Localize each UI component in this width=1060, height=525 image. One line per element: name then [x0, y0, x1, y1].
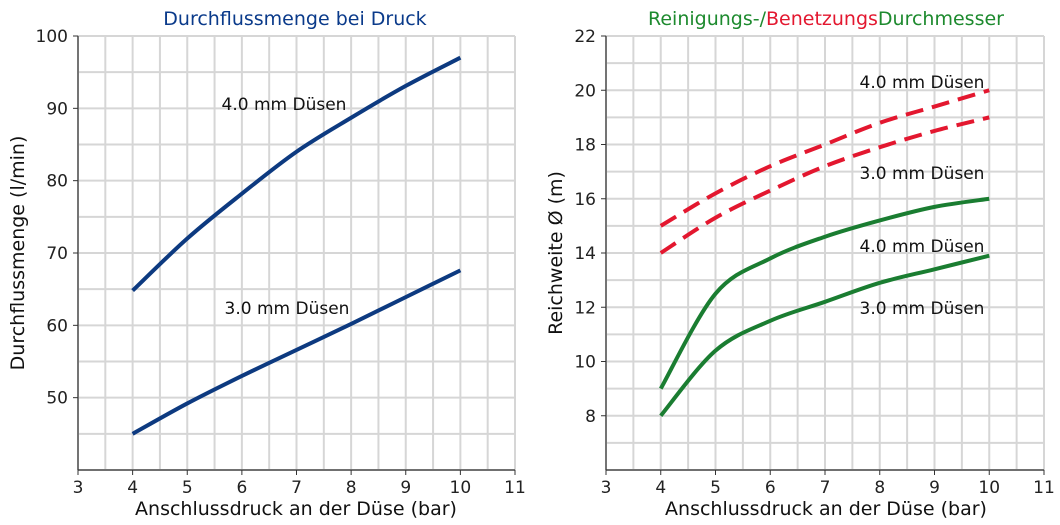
title-part: Benetzungs: [766, 8, 878, 30]
y-axis-label: Reichweite Ø (m): [545, 171, 567, 335]
axes: [73, 35, 516, 475]
title-part: Durchmesser: [878, 8, 1004, 30]
x-axis-label: Anschlussdruck an der Düse (bar): [135, 498, 457, 520]
x-tick-label: 4: [127, 478, 138, 498]
series-label: 3.0 mm Düsen: [860, 299, 985, 319]
x-tick-label: 10: [450, 478, 472, 498]
series-label: 4.0 mm Düsen: [222, 95, 347, 115]
x-tick-label: 11: [504, 478, 526, 498]
series-label: 4.0 mm Düsen: [860, 237, 985, 257]
x-tick-label: 3: [73, 478, 84, 498]
y-tick-label: 12: [574, 298, 596, 318]
series-group: [131, 55, 462, 436]
y-tick-label: 8: [585, 407, 596, 427]
series-group: [659, 88, 990, 418]
y-tick-label: 14: [574, 244, 596, 264]
series-label: 3.0 mm Düsen: [225, 299, 350, 319]
y-tick-label: 70: [46, 244, 68, 264]
series-line: [659, 115, 990, 255]
axes: [601, 35, 1045, 475]
series-label: 3.0 mm Düsen: [860, 164, 985, 184]
series-label: 4.0 mm Düsen: [860, 73, 985, 93]
x-tick-label: 8: [346, 478, 357, 498]
y-tick-label: 90: [46, 99, 68, 119]
y-tick-label: 18: [574, 136, 596, 156]
y-tick-label: 100: [36, 27, 68, 47]
x-tick-label: 5: [182, 478, 193, 498]
y-tick-label: 60: [46, 316, 68, 336]
x-tick-label: 3: [601, 478, 612, 498]
series-line: [131, 268, 462, 436]
title-part: Reinigungs-/: [648, 8, 767, 30]
x-tick-label: 8: [874, 478, 885, 498]
y-tick-label: 16: [574, 190, 596, 210]
y-tick-label: 50: [46, 389, 68, 409]
x-tick-label: 7: [291, 478, 302, 498]
y-axis-label: Durchflussmenge (l/min): [7, 136, 29, 371]
series-line: [131, 55, 462, 293]
series-line: [659, 196, 990, 390]
tick-labels: 3 4 5 6 7 8 9 10 11 8 10 12 14 16 18 20 22: [574, 27, 1054, 498]
x-tick-label: 5: [710, 478, 721, 498]
y-tick-label: 22: [574, 27, 596, 47]
x-tick-label: 9: [400, 478, 411, 498]
y-tick-label: 80: [46, 172, 68, 192]
chart-title: Durchflussmenge bei Druck: [163, 8, 426, 30]
x-tick-label: 10: [978, 478, 1000, 498]
y-tick-label: 10: [574, 353, 596, 373]
x-tick-label: 4: [655, 478, 666, 498]
series-line: [659, 88, 990, 228]
x-tick-label: 6: [236, 478, 247, 498]
y-tick-label: 20: [574, 81, 596, 101]
x-tick-label: 7: [820, 478, 831, 498]
spray-diameter-chart: Reinigungs-/BenetzungsDurchmesser Anschl…: [545, 8, 1055, 520]
x-tick-label: 11: [1033, 478, 1055, 498]
series-line: [659, 253, 990, 418]
chart-title: Reinigungs-/BenetzungsDurchmesser: [648, 8, 1004, 30]
tick-labels: 3 4 5 6 7 8 9 10 11 50 60 70 80 90 100: [36, 27, 526, 498]
x-axis-label: Anschlussdruck an der Düse (bar): [665, 498, 987, 520]
x-tick-label: 6: [765, 478, 776, 498]
flow-rate-chart: Durchflussmenge bei Druck Anschlussdruck…: [7, 8, 526, 520]
x-tick-label: 9: [929, 478, 940, 498]
